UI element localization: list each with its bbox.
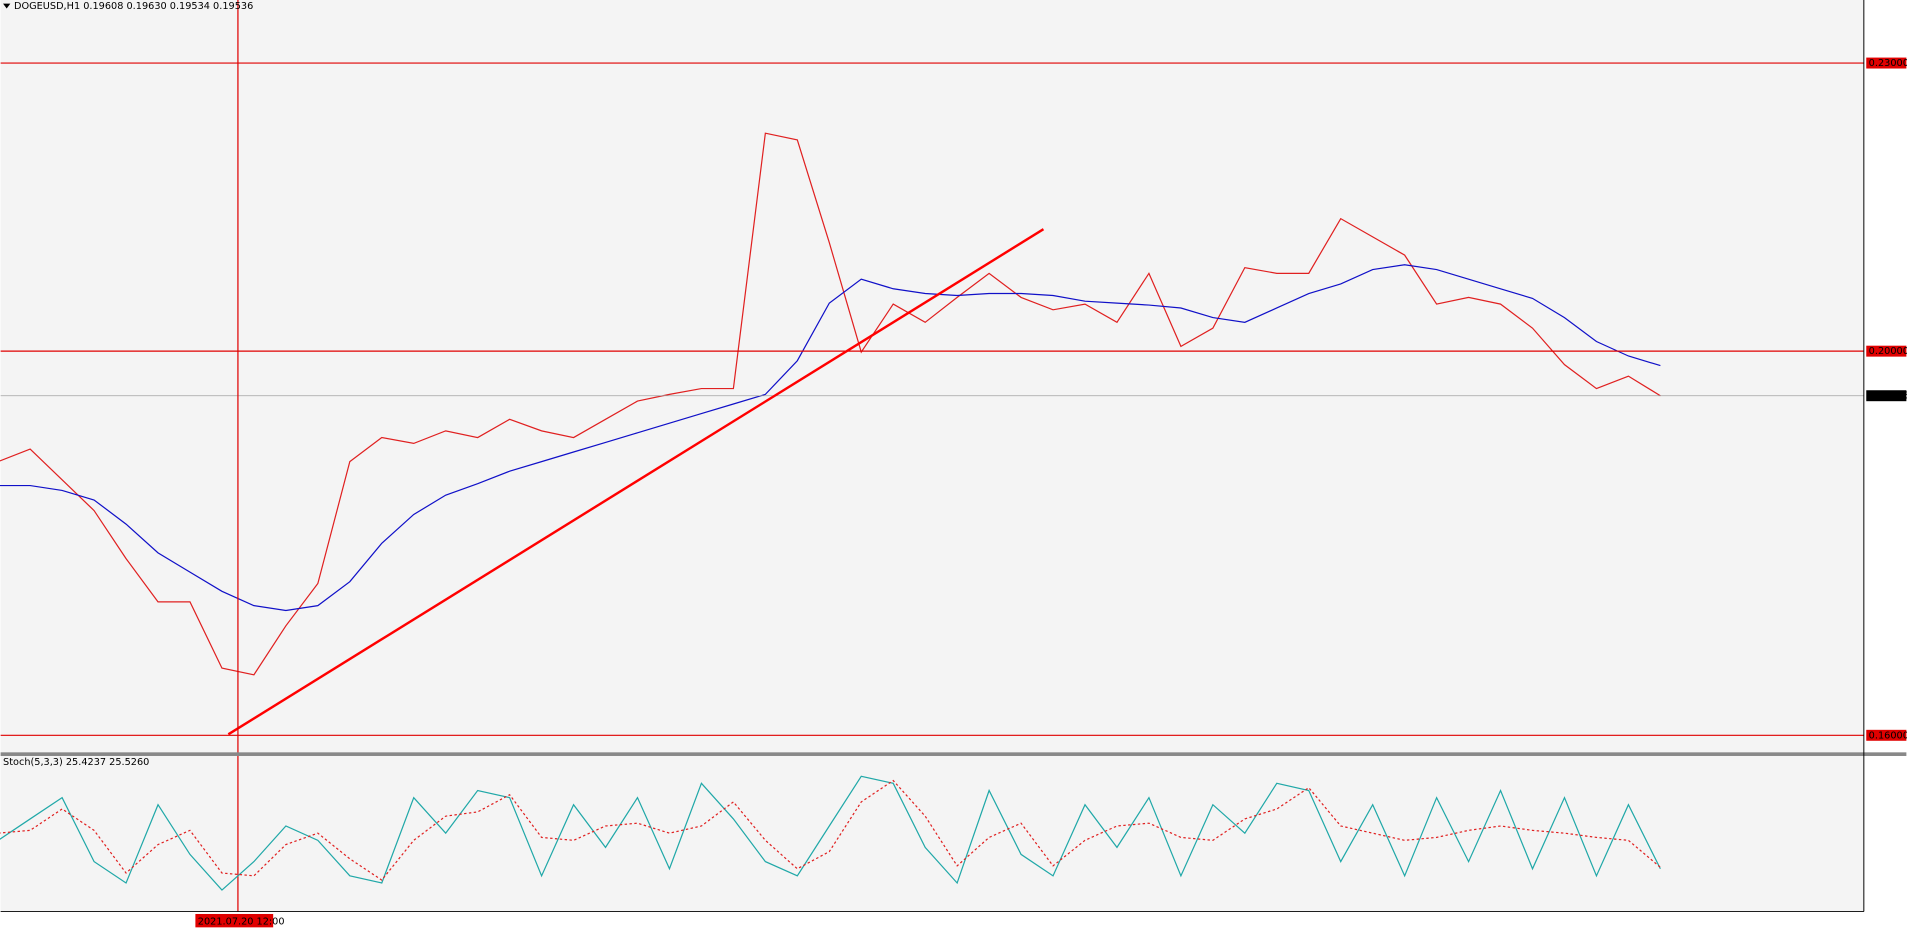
symbol-header: DOGEUSD,H1 0.19608 0.19630 0.19534 0.195… <box>14 1 253 12</box>
crosshair-label: 2021.07.20 12:00 <box>198 916 285 927</box>
marks <box>0 0 1864 912</box>
level-label: 0.16000 <box>1869 730 1907 741</box>
indicator-header: Stoch(5,3,3) 25.4237 25.5260 <box>3 757 149 768</box>
level-label-box <box>1866 57 1907 69</box>
menu-arrow[interactable] <box>3 3 11 9</box>
last-price-label: 0.19536 <box>1869 391 1907 402</box>
labels: 0.23000 0.20000 0.16000 0.19536 2021.07.20 1… <box>195 57 1907 928</box>
series-line <box>0 779 1661 881</box>
time-axis-background <box>0 911 1907 931</box>
panel-divider <box>0 752 1907 756</box>
level-label: 0.20000 <box>1869 346 1907 357</box>
series-line <box>0 775 1661 891</box>
level-label-box <box>1866 345 1907 357</box>
plot-background <box>0 0 1864 912</box>
level-label-box <box>1866 729 1907 741</box>
series-line <box>0 264 1661 612</box>
crosshair-label-box <box>195 913 274 928</box>
price-axis-background <box>1863 0 1907 931</box>
series-line <box>0 132 1661 676</box>
level-label: 0.23000 <box>1869 58 1907 69</box>
last-price-box <box>1866 390 1907 402</box>
trend-line <box>227 228 1045 736</box>
